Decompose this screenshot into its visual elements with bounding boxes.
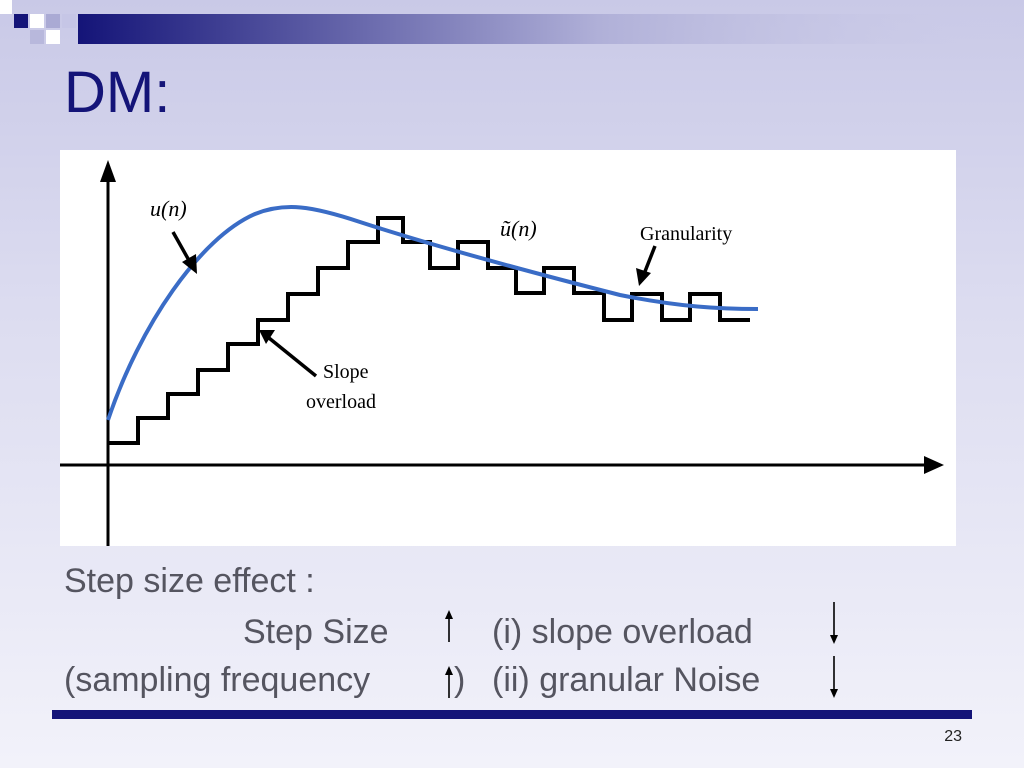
granular-noise-text: (ii) granular Noise	[492, 661, 761, 699]
sampling-frequency-label: (sampling frequency	[64, 661, 371, 699]
slope-label: Slope	[323, 361, 369, 383]
granularity-label-arrowhead	[636, 268, 651, 286]
granularity-label-arrow	[642, 245, 657, 275]
granularity-label: Granularity	[640, 223, 732, 245]
u-label-arrowhead	[182, 254, 197, 274]
closing-paren: )	[454, 661, 466, 699]
slope-overload-text: (i) slope overload	[492, 613, 753, 651]
slide-title: DM:	[64, 60, 171, 125]
dm-figure: u(n) ũ(n) Granularity Slope overload	[60, 150, 956, 546]
u-label: u(n)	[150, 196, 187, 221]
up-arrow-icon	[445, 610, 453, 642]
up-arrow-icon	[445, 666, 453, 698]
u-tilde-label: ũ(n)	[500, 216, 537, 241]
header-decoration	[0, 0, 1024, 44]
x-axis-arrowhead	[924, 456, 944, 474]
step-size-label: Step Size	[243, 613, 389, 651]
overload-label: overload	[306, 391, 376, 413]
down-arrow-icon	[830, 602, 838, 644]
down-arrow-icon	[830, 656, 838, 698]
signal-curve	[106, 205, 759, 421]
slope-label-arrow	[267, 336, 318, 378]
footer-rule	[52, 710, 972, 719]
page-number: 23	[944, 728, 962, 745]
slope-label-arrowhead	[259, 330, 275, 344]
y-axis-arrowhead	[100, 160, 116, 182]
heading-text: Step size effect :	[64, 562, 315, 600]
